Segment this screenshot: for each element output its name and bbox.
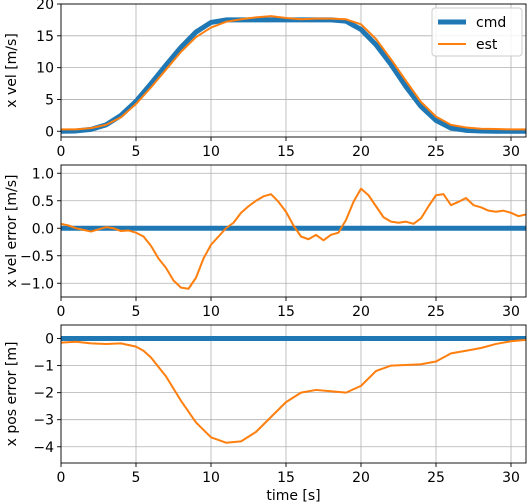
- legend: cmd est: [431, 7, 523, 57]
- x-tick-label: 5: [132, 144, 141, 160]
- x-tick-label: 0: [57, 304, 66, 320]
- x-tick-label: 30: [502, 144, 520, 160]
- x-tick-label: 20: [352, 304, 370, 320]
- x-tick-label: 30: [502, 470, 520, 486]
- position-error-panel: 0 5 10 15 20 25 30 −4 −3 −2 −1 0 x pos error [m] time…: [4, 324, 527, 504]
- legend-label-cmd: cmd: [476, 15, 506, 31]
- y-axis-label: x pos error [m]: [4, 342, 20, 447]
- x-axis-label: time [s]: [266, 488, 320, 504]
- y-tick-label: 0.0: [32, 221, 54, 237]
- y-tick-label: −1: [33, 359, 54, 375]
- axes-frame: [60, 164, 527, 298]
- y-tick-label: 0: [45, 332, 54, 348]
- y-tick-label: 10: [36, 61, 54, 77]
- y-tick-label: 20: [36, 0, 54, 13]
- x-tick-label: 20: [352, 470, 370, 486]
- y-tick-label: −0.5: [20, 249, 54, 265]
- x-tick-label: 15: [277, 144, 295, 160]
- y-tick-label: 15: [36, 29, 54, 45]
- x-tick-label: 0: [57, 470, 66, 486]
- y-tick-label: 1.0: [32, 166, 54, 182]
- x-tick-label: 0: [57, 144, 66, 160]
- series-line-est: [61, 338, 526, 444]
- series-line-cmd: [61, 17, 526, 134]
- x-tick-label: 25: [427, 470, 445, 486]
- y-axis-label: x vel [m/s]: [4, 33, 20, 108]
- x-tick-label: 15: [277, 470, 295, 486]
- y-tick-label: −1.0: [20, 276, 54, 292]
- x-tick-label: 10: [202, 144, 220, 160]
- x-tick-label: 20: [352, 144, 370, 160]
- y-tick-label: 0: [45, 124, 54, 140]
- y-tick-label: −3: [33, 413, 54, 429]
- axes-frame: [60, 324, 527, 464]
- x-tick-label: 10: [202, 304, 220, 320]
- series-line-est: [61, 15, 526, 131]
- y-tick-label: −2: [33, 386, 54, 402]
- y-tick-label: 5: [45, 92, 54, 108]
- x-tick-label: 5: [132, 304, 141, 320]
- x-tick-label: 25: [427, 304, 445, 320]
- y-axis-label: x vel error [m/s]: [4, 175, 20, 288]
- y-tick-label: −4: [33, 440, 54, 456]
- y-tick-label: 0.5: [32, 194, 54, 210]
- series-line-est: [61, 187, 526, 290]
- x-tick-label: 15: [277, 304, 295, 320]
- x-tick-label: 25: [427, 144, 445, 160]
- x-tick-label: 10: [202, 470, 220, 486]
- velocity-error-panel: 0 5 10 15 20 25 30 −1.0 −0.5 0.0 0.5 1.0 x vel error…: [4, 164, 527, 320]
- legend-label-est: est: [476, 37, 498, 53]
- axes-frame: [60, 3, 527, 138]
- velocity-panel: 0 5 10 15 20 25 30 0 5 10 15 20 x vel [m/s] cmd est: [4, 0, 527, 160]
- x-tick-label: 5: [132, 470, 141, 486]
- x-tick-label: 30: [502, 304, 520, 320]
